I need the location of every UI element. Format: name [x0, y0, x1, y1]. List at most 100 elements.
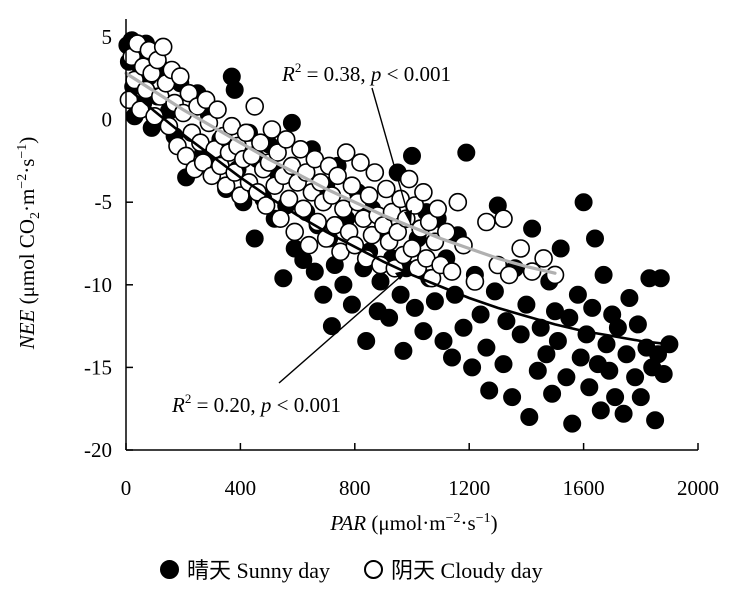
cloudy-point — [477, 212, 496, 232]
cloudy-point — [236, 123, 256, 143]
sunny-point — [245, 229, 264, 248]
x-axis-label-sup2: −1 — [476, 511, 491, 526]
cloudy-point — [248, 183, 267, 202]
x-tick-label: 400 — [225, 476, 257, 500]
cloudy-point — [285, 222, 305, 242]
sunny-point — [342, 295, 361, 314]
cloudy-point — [534, 249, 553, 268]
sunny-p-text: < 0.001 — [271, 393, 341, 417]
cloudy-point — [179, 83, 199, 103]
sunny-point — [583, 298, 602, 317]
sunny-point — [649, 345, 667, 364]
y-axis-label-mid: ·m — [15, 189, 39, 212]
x-axis-label-unit: (μmol·m — [366, 511, 446, 535]
sunny-point — [414, 322, 433, 341]
cloudy-fit-line — [124, 71, 557, 275]
sunny-r2-sup: 2 — [185, 391, 192, 406]
hollow-circle-icon — [364, 559, 384, 579]
sunny-fit-line — [124, 85, 671, 346]
cloudy-p-label: p — [369, 62, 382, 86]
sunny-point — [571, 348, 590, 367]
sunny-p-label: p — [259, 393, 272, 417]
cloudy-point — [251, 133, 270, 152]
legend-label-cloudy: 阴天 Cloudy day — [391, 558, 543, 583]
sunny-fit-stats: R2 = 0.20, p < 0.001 — [171, 391, 341, 417]
cloudy-point — [216, 176, 236, 195]
sunny-point — [594, 265, 613, 284]
sunny-point — [334, 275, 353, 294]
cloudy-point — [359, 186, 379, 205]
sunny-point — [631, 388, 650, 407]
cloudy-r2-text: = 0.38, — [301, 62, 371, 86]
x-axis-label-end: ) — [491, 511, 498, 535]
cloudy-point — [419, 212, 439, 232]
y-tick-label: 5 — [102, 25, 113, 49]
sunny-point — [537, 345, 556, 364]
cloudy-point — [428, 199, 448, 219]
sunny-point — [463, 358, 482, 377]
sunny-point — [528, 361, 547, 380]
y-axis-label-var: NEE — [15, 309, 39, 350]
x-axis-label-var: PAR — [329, 511, 366, 535]
cloudy-point — [145, 107, 164, 126]
sunny-point — [628, 315, 647, 334]
cloudy-point — [399, 169, 419, 189]
sunny-point — [314, 285, 333, 304]
sunny-point — [517, 295, 536, 314]
sunny-point — [503, 388, 522, 407]
cloudy-point — [208, 100, 227, 119]
sunny-point — [357, 332, 376, 350]
sunny-point — [617, 345, 636, 364]
cloudy-p-text: < 0.001 — [381, 62, 451, 86]
sunny-point — [651, 269, 670, 288]
sunny-r2-label: R — [171, 393, 185, 417]
legend-item-sunny: 晴天 Sunny day — [160, 553, 330, 585]
sunny-point — [274, 269, 293, 288]
sunny-point — [654, 365, 673, 383]
cloudy-point — [271, 209, 290, 228]
filled-circle-icon — [160, 559, 179, 579]
sunny-point — [434, 332, 453, 350]
sunny-point — [457, 143, 476, 162]
y-axis-label-end: ) — [15, 137, 39, 144]
sunny-point — [394, 341, 413, 360]
sunny-point — [614, 404, 633, 423]
sunny-pointer-arrowhead — [395, 270, 408, 280]
cloudy-point — [279, 189, 299, 209]
sunny-point — [305, 262, 324, 281]
sunny-point — [606, 388, 625, 407]
sunny-point — [380, 308, 399, 327]
cloudy-point — [405, 196, 425, 215]
y-tick-label: -5 — [95, 190, 113, 214]
sunny-r2-text: = 0.20, — [191, 393, 261, 417]
cloudy-point — [256, 196, 276, 215]
cloudy-point — [448, 192, 468, 212]
sunny-point — [225, 80, 244, 99]
sunny-point — [580, 378, 599, 397]
annotation-layer: R2 = 0.38, p < 0.001 R2 = 0.20, p < 0.00… — [171, 60, 451, 417]
sunny-point — [543, 384, 562, 403]
sunny-point — [443, 348, 461, 367]
sunny-point — [371, 272, 390, 291]
cloudy-point — [388, 222, 408, 242]
y-axis-label-unit: (μmol CO — [15, 219, 39, 310]
sunny-point — [391, 285, 410, 304]
sunny-point — [574, 193, 593, 212]
cloudy-pointer-arrowhead — [404, 210, 412, 225]
cloudy-point — [153, 37, 173, 57]
cloudy-point — [465, 272, 485, 291]
cloudy-point — [171, 67, 190, 86]
fit-layer — [124, 71, 671, 346]
sunny-pointer-line — [278, 269, 409, 384]
sunny-point — [626, 368, 645, 387]
sunny-point — [471, 305, 490, 324]
x-tick-label: 0 — [121, 476, 132, 500]
sunny-point — [494, 355, 513, 374]
legend: 晴天 Sunny day 阴天 Cloudy day — [160, 552, 577, 586]
sunny-point — [557, 368, 576, 387]
sunny-point — [597, 335, 616, 354]
cloudy-point — [342, 176, 362, 195]
y-axis-label-mid2: ·s — [15, 159, 39, 174]
